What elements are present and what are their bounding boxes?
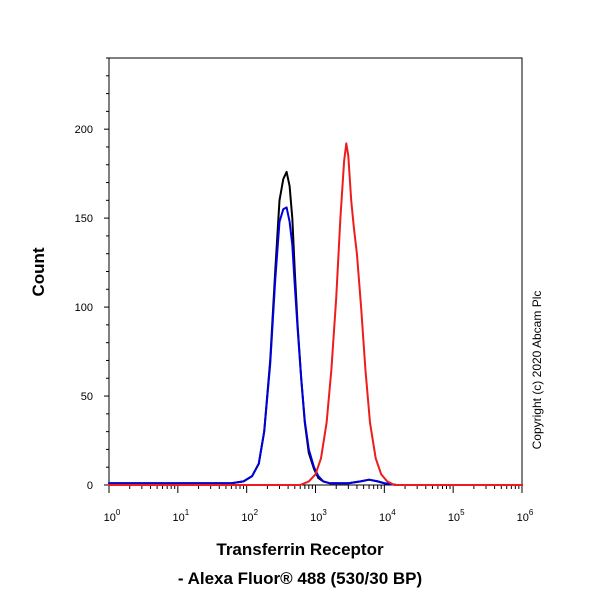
- y-tick-label: 200: [75, 124, 93, 136]
- x-tick-label: 100: [104, 508, 121, 524]
- x-tick-label: 103: [310, 508, 327, 524]
- histogram-series-3: [108, 142, 523, 486]
- x-tick-base: 10: [379, 512, 391, 524]
- y-axis: 0 50 100 150 200: [75, 57, 109, 492]
- x-tick-exponent: 0: [116, 508, 121, 517]
- x-tick-exponent: 2: [254, 508, 259, 517]
- x-tick-label: 104: [379, 508, 396, 524]
- x-tick-label: 106: [517, 508, 534, 524]
- y-tick-label: 50: [81, 391, 93, 403]
- x-tick-base: 10: [517, 512, 529, 524]
- x-tick-exponent: 5: [460, 508, 465, 517]
- x-tick-base: 10: [172, 512, 184, 524]
- copyright-notice: Copyright (c) 2020 Abcam Plc: [530, 291, 544, 450]
- x-tick-exponent: 6: [529, 508, 534, 517]
- series-layer: [108, 142, 523, 486]
- x-tick-base: 10: [448, 512, 460, 524]
- y-axis-title: Count: [29, 247, 48, 296]
- histogram-series-2: [108, 206, 523, 486]
- x-tick-label: 102: [241, 508, 258, 524]
- y-tick-label: 150: [75, 213, 93, 225]
- x-tick-exponent: 3: [322, 508, 327, 517]
- y-tick-label: 0: [87, 480, 93, 492]
- x-tick-label: 101: [172, 508, 189, 524]
- x-tick-exponent: 1: [185, 508, 190, 517]
- x-tick-base: 10: [104, 512, 116, 524]
- x-tick-exponent: 4: [391, 508, 396, 517]
- x-tick-base: 10: [310, 512, 322, 524]
- x-tick-label: 105: [448, 508, 465, 524]
- x-axis-title-line2: - Alexa Fluor® 488 (530/30 BP): [178, 569, 422, 588]
- x-tick-base: 10: [241, 512, 253, 524]
- y-tick-label: 100: [75, 302, 93, 314]
- x-axis-title-line1: Transferrin Receptor: [216, 540, 384, 559]
